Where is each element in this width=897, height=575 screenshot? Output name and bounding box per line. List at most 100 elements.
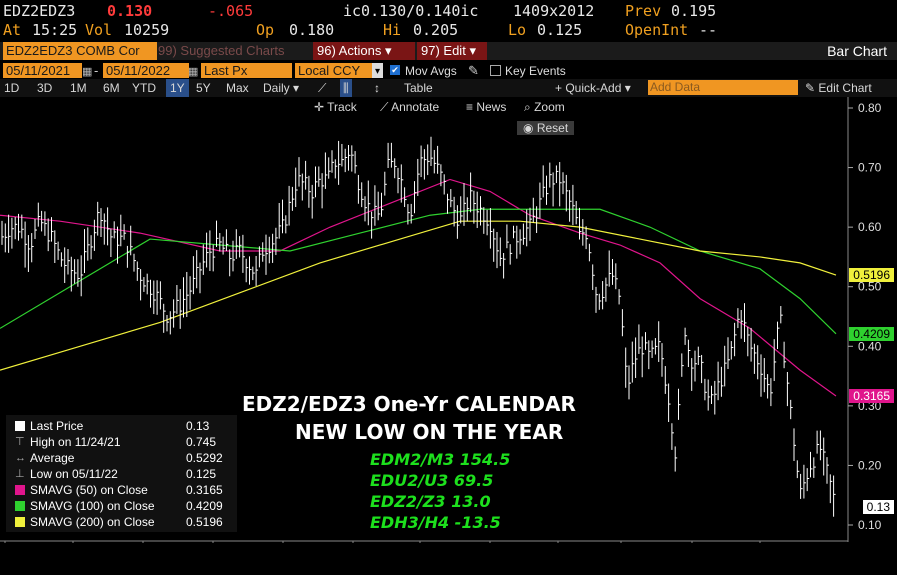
line-chart-icon[interactable]: ⟋ — [318, 81, 327, 95]
annotation-spread-4: EDH3/H4 -13.5 — [370, 513, 501, 532]
legend-value: 0.3165 — [186, 483, 223, 497]
value-label: 0.5196 — [849, 268, 894, 283]
track-button[interactable]: ✛ Track — [314, 100, 357, 114]
period-button-1y[interactable]: 1Y — [166, 79, 189, 97]
currency-select[interactable]: Local CCY — [295, 63, 377, 78]
news-button[interactable]: ≡ News — [466, 100, 507, 114]
annotate-button[interactable]: ⟋ Annotate — [380, 100, 440, 114]
bid-ask: ic0.130/0.140ic — [343, 2, 479, 20]
legend-row: SMAVG (100) on Close 0.4209 — [6, 498, 237, 514]
value-label: 0.3165 — [849, 389, 894, 404]
end-date-input[interactable]: 05/11/2022 — [103, 63, 189, 78]
chevron-down-icon[interactable]: ▾ — [372, 63, 383, 78]
actions-label: 96) Actions — [317, 43, 382, 58]
chevron-down-icon: ▾ — [384, 43, 392, 58]
key-events-label: Key Events — [505, 64, 566, 78]
quote-stats: At 15:25 Vol 10259 Op 0.180 Hi 0.205 Lo … — [3, 21, 893, 39]
last-price: 0.130 — [107, 2, 153, 20]
y-tick-label: 0.60 — [858, 220, 882, 234]
bar-chart-icon[interactable]: ⫼ — [340, 79, 352, 97]
frequency-select[interactable]: Daily ▾ — [263, 81, 300, 95]
toolbar-dates: 05/11/2021 ▦ - 05/11/2022 ▦ Last Px Loca… — [0, 62, 897, 80]
low-value: 0.125 — [537, 21, 583, 39]
legend-value: 0.125 — [186, 467, 217, 481]
news-label: News — [476, 100, 507, 114]
open-label: Op — [256, 21, 275, 39]
quick-add-button[interactable]: + Quick-Add ▾ — [555, 81, 631, 95]
reset-button[interactable]: ◉ Reset — [517, 121, 575, 135]
period-button-1d[interactable]: 1D — [4, 81, 20, 95]
suggested-charts-button[interactable]: 99) Suggested Charts — [158, 43, 285, 58]
series-line-smavg-100- — [0, 208, 837, 335]
chevron-down-icon: ▾ — [469, 43, 476, 58]
toolbar-periods: 1D 3D 1M 6M YTD 1Y 5Y Max Daily ▾ ⟋ ⫼ ↕ Table +… — [0, 79, 897, 97]
legend-row: ↔ Average 0.5292 — [6, 450, 237, 466]
edit-chart-button[interactable]: ✎ Edit Chart — [805, 81, 872, 95]
legend-value: 0.4209 — [186, 499, 223, 513]
table-button[interactable]: Table — [404, 81, 433, 95]
y-tick-label: 0.20 — [858, 458, 882, 472]
series-line-smavg-200- — [0, 220, 837, 371]
edit-menu[interactable]: 97) Edit ▾ — [417, 42, 487, 60]
period-button-3d[interactable]: 3D — [37, 81, 53, 95]
volume: 10259 — [124, 21, 170, 39]
legend-swatch — [15, 517, 25, 527]
legend-row: SMAVG (50) on Close 0.3165 — [6, 482, 237, 498]
prev-value: 0.195 — [671, 2, 717, 20]
key-events-checkbox[interactable] — [490, 65, 501, 76]
actions-menu[interactable]: 96) Actions ▾ — [313, 42, 415, 60]
edit-chart-label: Edit Chart — [818, 81, 872, 95]
annotation-spread-1: EDM2/M3 154.5 — [370, 450, 511, 469]
low-label: Lo — [508, 21, 527, 39]
calendar-icon[interactable]: ▦ — [188, 66, 199, 78]
legend-value: 0.5196 — [186, 515, 223, 529]
legend-label: High on 11/24/21 — [30, 435, 121, 449]
y-tick-label: 0.10 — [858, 518, 882, 532]
high-label: Hi — [383, 21, 402, 39]
start-date-input[interactable]: 05/11/2021 — [3, 63, 82, 78]
legend-label: Average — [30, 451, 75, 465]
y-tick-label: 0.80 — [858, 101, 882, 115]
annotate-label: Annotate — [391, 100, 440, 114]
openint-label: OpenInt — [625, 21, 689, 39]
prev-label: Prev — [625, 2, 662, 20]
openint-value: -- — [699, 21, 718, 39]
annotation-title: EDZ2/EDZ3 One-Yr CALENDAR — [242, 392, 576, 416]
legend-row: SMAVG (200) on Close 0.5196 — [6, 514, 237, 530]
add-data-input[interactable]: Add Data — [648, 80, 798, 95]
calendar-icon[interactable]: ▦ — [82, 66, 93, 78]
period-button-5y[interactable]: 5Y — [196, 81, 211, 95]
at-label: At — [3, 21, 22, 39]
expand-icon[interactable]: ↕ — [374, 81, 380, 95]
annotation-subtitle: NEW LOW ON THE YEAR — [295, 420, 564, 444]
series-line-smavg-50- — [0, 178, 837, 397]
high-value: 0.205 — [413, 21, 459, 39]
quick-add-label: Quick-Add — [565, 81, 622, 95]
open-value: 0.180 — [289, 21, 335, 39]
period-button-ytd[interactable]: YTD — [132, 81, 156, 95]
legend-label: Last Price — [30, 419, 84, 433]
period-button-6m[interactable]: 6M — [103, 81, 120, 95]
value-label: 0.4209 — [849, 326, 894, 341]
legend-label: SMAVG (200) on Close — [30, 515, 155, 529]
chart-legend: Last Price 0.13 ⊤ High on 11/24/21 0.745 ↔ Ave… — [6, 415, 237, 532]
legend-value: 0.5292 — [186, 451, 223, 465]
price-change: -.065 — [208, 2, 254, 20]
legend-value: 0.745 — [186, 435, 217, 449]
annotation-spread-2: EDU2/U3 69.5 — [370, 471, 494, 490]
y-tick-label: 0.50 — [858, 280, 882, 294]
security-field[interactable]: EDZ2EDZ3 COMB Cor — [3, 42, 157, 60]
field-select[interactable]: Last Px — [201, 63, 292, 78]
price-chart[interactable]: 0.800.700.600.500.400.300.200.10MayJunJu… — [0, 97, 897, 543]
period-button-max[interactable]: Max — [226, 81, 249, 95]
ticker[interactable]: EDZ2EDZ3 — [3, 2, 76, 20]
frequency-label: Daily — [263, 81, 290, 95]
chart-tools: ✛ Track ⟋ Annotate ≡ News ⌕ Zoom ◉ Reset — [310, 98, 587, 142]
legend-row: ⊥ Low on 05/11/22 0.125 — [6, 466, 237, 482]
bid-ask-size: 1409x2012 — [513, 2, 595, 20]
pencil-icon[interactable]: ✎ — [468, 63, 479, 78]
legend-label: SMAVG (100) on Close — [30, 499, 155, 513]
period-button-1m[interactable]: 1M — [70, 81, 87, 95]
mov-avgs-checkbox[interactable]: ✔ — [390, 65, 400, 75]
zoom-button[interactable]: ⌕ Zoom — [524, 100, 565, 114]
